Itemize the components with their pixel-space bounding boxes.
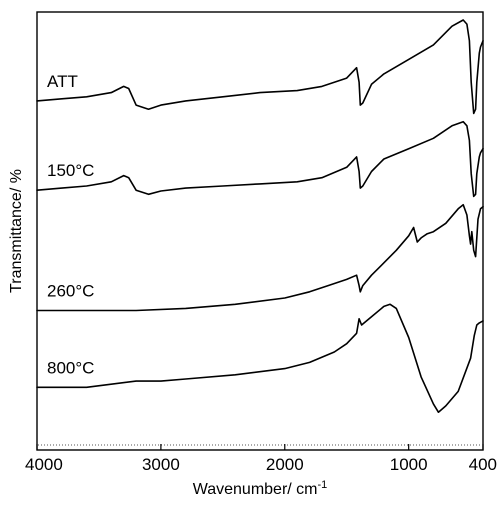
- series-line-0: [36, 19, 484, 115]
- series-label-3: 800°C: [47, 358, 94, 377]
- plot-frame: [36, 11, 484, 451]
- y-axis-title: Transmittance/ %: [8, 169, 25, 293]
- x-axis-title-text: Wavenumber/ cm: [193, 481, 318, 498]
- x-axis-title-superscript: -1: [318, 479, 328, 491]
- series-label-0: ATT: [47, 72, 78, 91]
- x-axis-title: Wavenumber/ cm-1: [193, 479, 328, 498]
- x-tick-label-2000: 2000: [266, 455, 304, 474]
- plot-area: [36, 11, 484, 451]
- spectra-series: [36, 19, 484, 413]
- series-label-2: 260°C: [47, 282, 94, 301]
- x-axis-ticks: [36, 444, 484, 450]
- spectra-labels: ATT 150°C 260°C 800°C: [47, 72, 94, 377]
- series-line-2: [36, 203, 484, 312]
- x-tick-label-1000: 1000: [390, 455, 428, 474]
- x-tick-label-400: 400: [469, 455, 497, 474]
- series-line-1: [36, 120, 484, 198]
- x-tick-label-4000: 4000: [25, 455, 63, 474]
- x-axis-tick-labels: 4000 3000 2000 1000 400: [25, 455, 497, 474]
- x-tick-label-3000: 3000: [142, 455, 180, 474]
- series-line-3: [36, 303, 484, 413]
- series-label-1: 150°C: [47, 161, 94, 180]
